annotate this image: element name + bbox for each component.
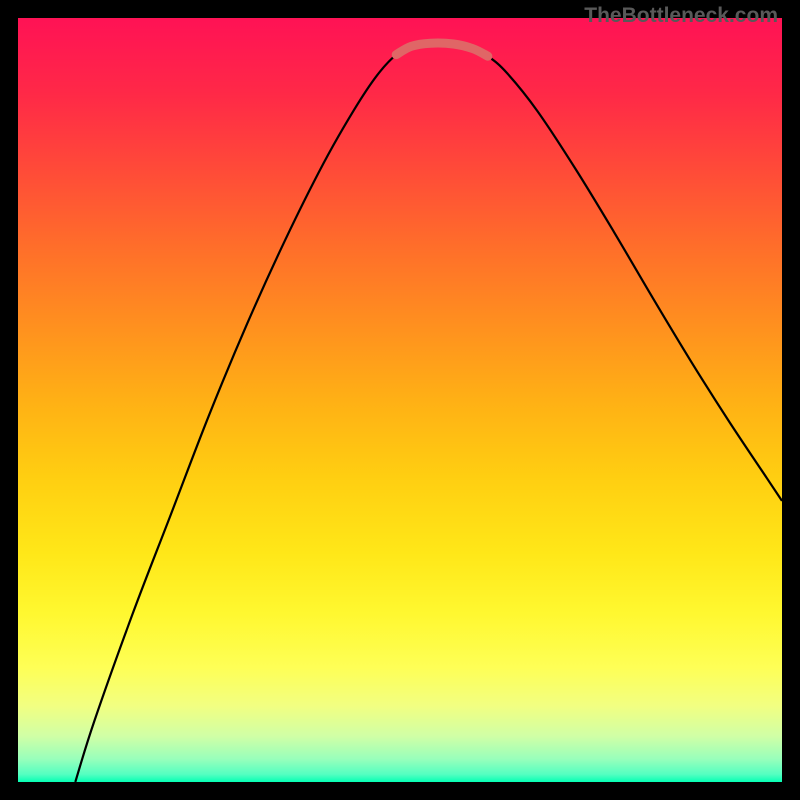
watermark-text: TheBottleneck.com bbox=[584, 4, 778, 28]
chart-area bbox=[18, 18, 782, 782]
bottleneck-curve-chart bbox=[18, 18, 782, 782]
chart-background bbox=[18, 18, 782, 782]
